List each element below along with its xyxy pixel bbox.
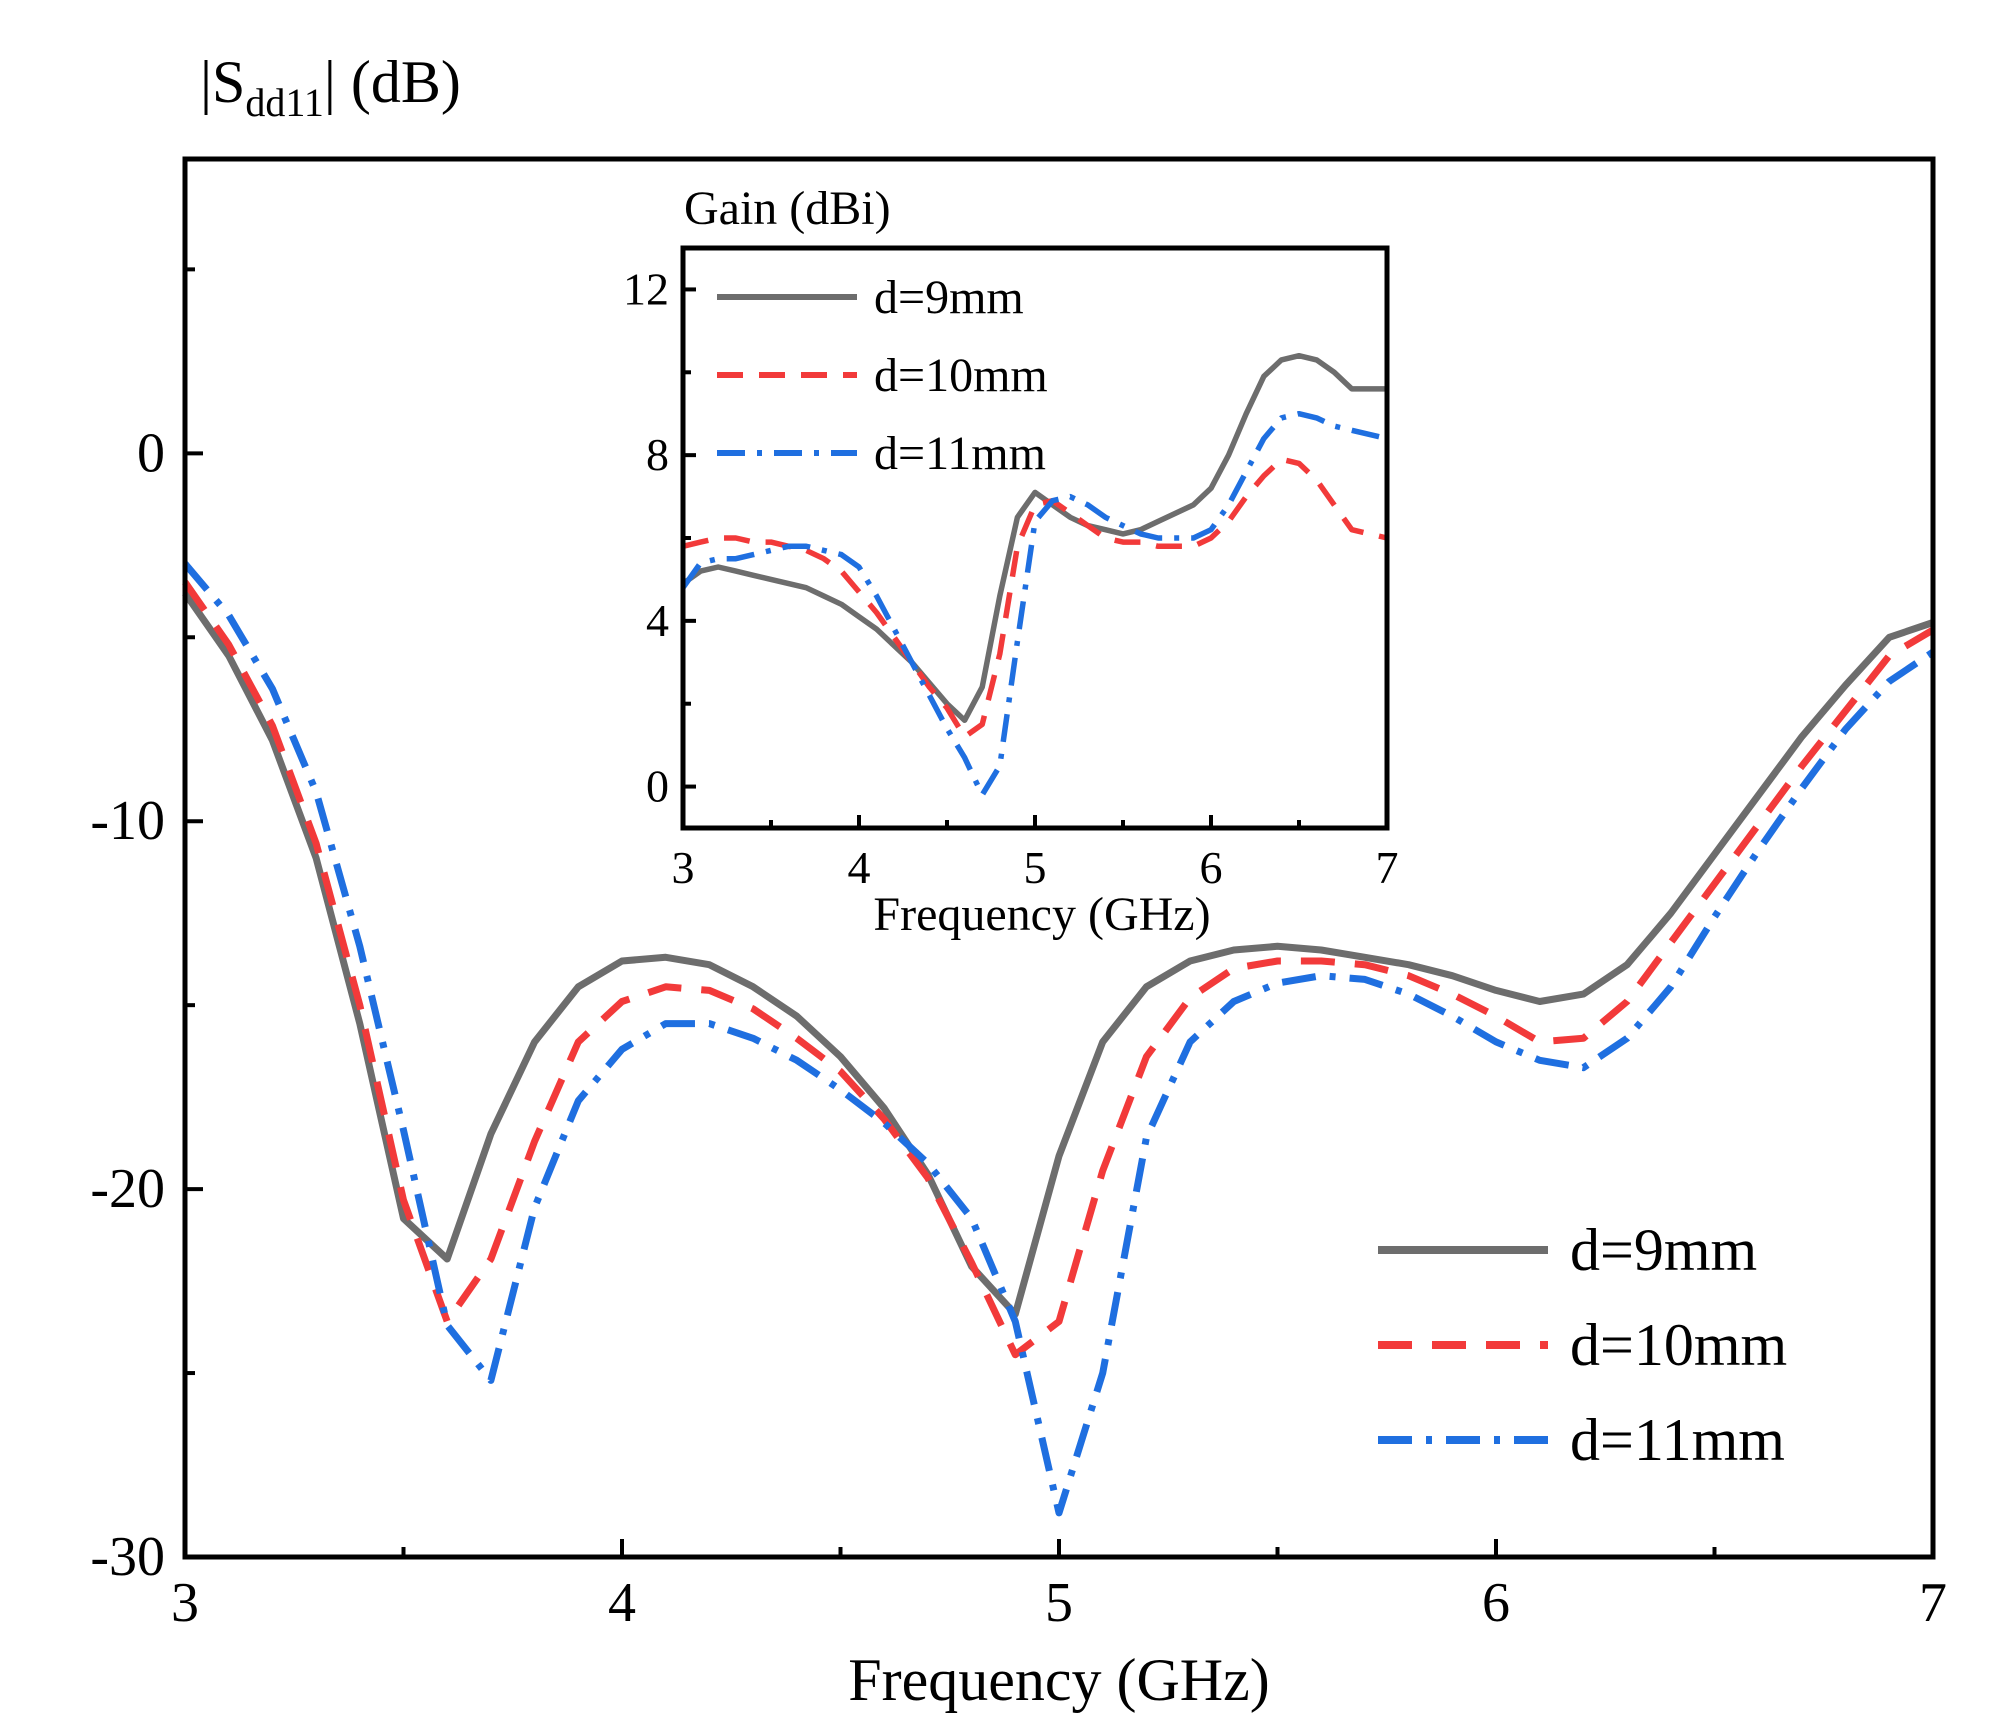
inset-legend-label-d9: d=9mm bbox=[874, 271, 1024, 324]
inset-x-tick-label: 3 bbox=[672, 842, 695, 893]
inset-x-tick-label: 5 bbox=[1024, 842, 1047, 893]
inset-series-line-d9mm bbox=[681, 352, 1387, 724]
main-y-axis-title-prefix: |S bbox=[200, 49, 245, 115]
inset-y-axis-title: Gain (dBi) bbox=[684, 182, 891, 235]
main-x-tick-label: 3 bbox=[171, 1572, 199, 1634]
inset-x-tick-label: 4 bbox=[848, 842, 871, 893]
inset-y-tick-label: 4 bbox=[646, 595, 669, 646]
inset-series-group bbox=[680, 352, 1388, 798]
main-series-group bbox=[182, 561, 1935, 1517]
inset-legend-label-d11: d=11mm bbox=[874, 427, 1046, 480]
main-y-axis-title-subscript: dd11 bbox=[245, 80, 324, 125]
inset-y-tick-label: 12 bbox=[623, 263, 669, 314]
inset-legend: d=9mm d=10mm d=11mm bbox=[717, 271, 1048, 480]
inset-y-tick-label: 0 bbox=[646, 761, 669, 812]
inset-y-tick-label: 8 bbox=[646, 429, 669, 480]
main-y-tick-label: -10 bbox=[90, 790, 165, 852]
main-y-axis-title: |Sdd11| (dB) bbox=[200, 49, 461, 125]
main-series-line-d10mm bbox=[182, 580, 1935, 1359]
inset-ticks-group: 3 4 5 6 7 0 4 8 12 bbox=[623, 263, 1399, 893]
inset-background bbox=[683, 248, 1387, 828]
main-legend-label-d11: d=11mm bbox=[1570, 1407, 1785, 1473]
main-ticks-group: 3 4 5 6 7 -30 -20 -10 0 bbox=[90, 267, 1947, 1634]
main-y-axis-title-suffix: | (dB) bbox=[324, 49, 461, 115]
main-x-tick-label: 7 bbox=[1919, 1572, 1947, 1634]
main-y-tick-label: -30 bbox=[90, 1526, 165, 1588]
inset-x-axis-title: Frequency (GHz) bbox=[873, 888, 1210, 941]
inset-chart: 3 4 5 6 7 0 4 8 12 Gain (dBi) Frequency (GHz) d=… bbox=[623, 182, 1399, 941]
main-series-line-d11mm bbox=[182, 561, 1935, 1517]
inset-x-tick-label: 6 bbox=[1200, 842, 1223, 893]
main-chart: 3 4 5 6 7 -30 -20 -10 0 |Sdd11| (dB) Frequency (… bbox=[90, 49, 1947, 1713]
main-y-tick-label: 0 bbox=[137, 422, 165, 484]
main-legend: d=9mm d=10mm d=11mm bbox=[1378, 1217, 1787, 1473]
main-series-line-d9mm bbox=[182, 591, 1935, 1318]
main-x-tick-label: 5 bbox=[1045, 1572, 1073, 1634]
main-legend-label-d9: d=9mm bbox=[1570, 1217, 1757, 1283]
inset-x-tick-label: 7 bbox=[1376, 842, 1399, 893]
main-x-axis-title: Frequency (GHz) bbox=[848, 1647, 1270, 1713]
main-x-tick-label: 6 bbox=[1482, 1572, 1510, 1634]
main-x-tick-label: 4 bbox=[608, 1572, 636, 1634]
inset-series-line-d10mm bbox=[682, 456, 1388, 740]
main-y-tick-label: -20 bbox=[90, 1158, 165, 1220]
inset-series-line-d11mm bbox=[680, 410, 1388, 798]
inset-legend-label-d10: d=10mm bbox=[874, 349, 1048, 402]
main-legend-label-d10: d=10mm bbox=[1570, 1312, 1787, 1378]
